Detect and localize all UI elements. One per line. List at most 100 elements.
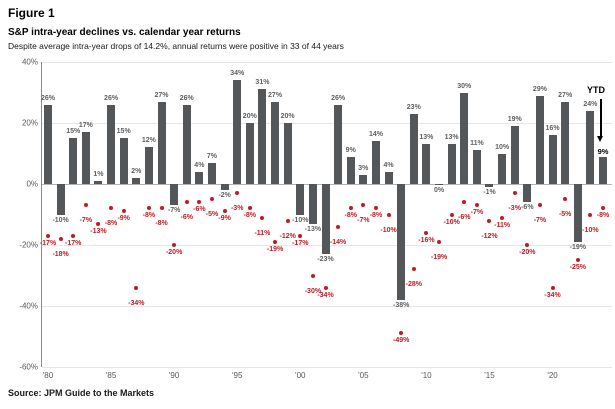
return-bar-label: 9%	[345, 146, 356, 154]
return-bar	[245, 123, 254, 184]
return-bar-label: -10%	[52, 216, 69, 224]
y-gridline	[42, 123, 612, 124]
decline-dot	[563, 197, 568, 202]
return-bar-label: -23%	[317, 256, 334, 264]
x-tick-label: '20	[547, 371, 558, 380]
return-bar-label: 9%	[597, 146, 609, 156]
decline-dot-label: -9%	[218, 215, 231, 223]
decline-dot-label: -13%	[90, 227, 107, 235]
decline-dot-label: -6%	[180, 214, 193, 222]
return-bar	[271, 101, 280, 184]
figure-label: Figure 1	[8, 6, 55, 20]
return-bar	[510, 126, 519, 184]
x-tick-label: '10	[421, 371, 432, 380]
return-bar-label: 19%	[507, 116, 522, 124]
y-tick-label: 0%	[26, 179, 38, 189]
return-bar	[384, 171, 393, 184]
return-bar-label: 15%	[116, 128, 131, 136]
decline-dot-label: -8%	[369, 212, 383, 220]
x-tick-label: '05	[358, 371, 369, 380]
decline-dot	[298, 233, 303, 238]
return-bar-label: -7%	[167, 207, 181, 215]
return-bar-label: -6%	[521, 204, 534, 212]
decline-dot	[424, 230, 429, 235]
return-bar-label: 14%	[368, 131, 383, 139]
decline-dot-label: -18%	[52, 250, 69, 258]
return-bar	[561, 101, 570, 184]
return-bar-label: 27%	[268, 91, 283, 99]
return-bar	[586, 110, 595, 184]
return-bar-label: 13%	[419, 134, 434, 142]
return-bar	[144, 147, 153, 184]
decline-dot-label: -11%	[254, 229, 271, 237]
return-bar-label: -10%	[292, 216, 309, 224]
decline-dot	[273, 239, 278, 244]
return-bar	[447, 144, 456, 184]
return-bar	[334, 104, 343, 184]
decline-dot-label: -28%	[405, 281, 422, 289]
return-bar	[435, 184, 444, 185]
decline-dot-label: -5%	[205, 211, 219, 219]
decline-dot-label: -17%	[65, 239, 82, 247]
decline-dot-label: -9%	[117, 215, 130, 223]
decline-dot-label: -16%	[418, 236, 435, 244]
return-bar	[523, 184, 532, 203]
return-bar-label: 16%	[545, 125, 560, 133]
decline-dot-label: -34%	[128, 299, 145, 307]
return-bar	[283, 123, 292, 184]
return-bar	[422, 144, 431, 184]
return-bar-label: -19%	[569, 243, 586, 251]
return-bar	[397, 184, 406, 300]
decline-dot	[235, 191, 240, 196]
return-bar	[94, 180, 103, 184]
decline-dot-label: -20%	[165, 249, 183, 256]
return-bar	[56, 184, 65, 215]
decline-dot-label: -8%	[243, 212, 257, 220]
x-tick-label: '90	[168, 371, 180, 380]
return-bar	[296, 184, 305, 215]
return-bar	[599, 156, 608, 184]
return-bar-label: -13%	[304, 225, 322, 233]
x-tick-label: '00	[295, 371, 306, 380]
decline-dot	[537, 203, 542, 208]
decline-dot	[46, 233, 50, 238]
decline-dot	[411, 267, 416, 272]
return-bar-label: 26%	[179, 94, 194, 102]
decline-dot	[525, 243, 530, 247]
source-note: Source: JPM Guide to the Markets	[8, 388, 155, 398]
ytd-arrow	[600, 99, 602, 136]
decline-dot-label: -3%	[508, 205, 521, 213]
decline-dot-label: -10%	[443, 218, 460, 226]
decline-dot-label: -3%	[230, 205, 244, 213]
return-bar-label: 4%	[194, 161, 205, 169]
return-bar	[220, 184, 229, 191]
return-bar-label: 23%	[406, 103, 421, 111]
return-bar-label: 31%	[255, 79, 270, 87]
decline-dot	[449, 212, 454, 217]
return-bar-label: 1%	[93, 170, 104, 178]
return-bar-label: 15%	[66, 128, 81, 136]
return-bar-label: 30%	[457, 82, 472, 90]
return-bar-label: 13%	[444, 134, 459, 142]
x-tick-label: '80	[42, 371, 54, 380]
decline-dot-label: -7%	[357, 217, 370, 225]
decline-dot	[550, 285, 555, 290]
decline-dot	[285, 218, 290, 223]
y-axis-line	[41, 62, 42, 367]
y-tick-label: 20%	[21, 118, 38, 128]
decline-dot-label: -7%	[533, 217, 547, 225]
return-bar-label: -1%	[483, 189, 496, 197]
return-bar-label: 26%	[40, 94, 56, 102]
decline-dot	[310, 273, 315, 278]
decline-dot	[348, 206, 353, 211]
decline-dot	[159, 206, 164, 211]
return-bar	[170, 184, 179, 206]
return-bar	[182, 104, 191, 184]
return-bar-label: 26%	[331, 94, 346, 102]
decline-dot	[588, 212, 593, 217]
return-bar-label: 29%	[532, 85, 547, 93]
decline-dot	[575, 258, 580, 263]
return-bar	[371, 141, 380, 184]
return-bar-label: 17%	[78, 122, 93, 130]
